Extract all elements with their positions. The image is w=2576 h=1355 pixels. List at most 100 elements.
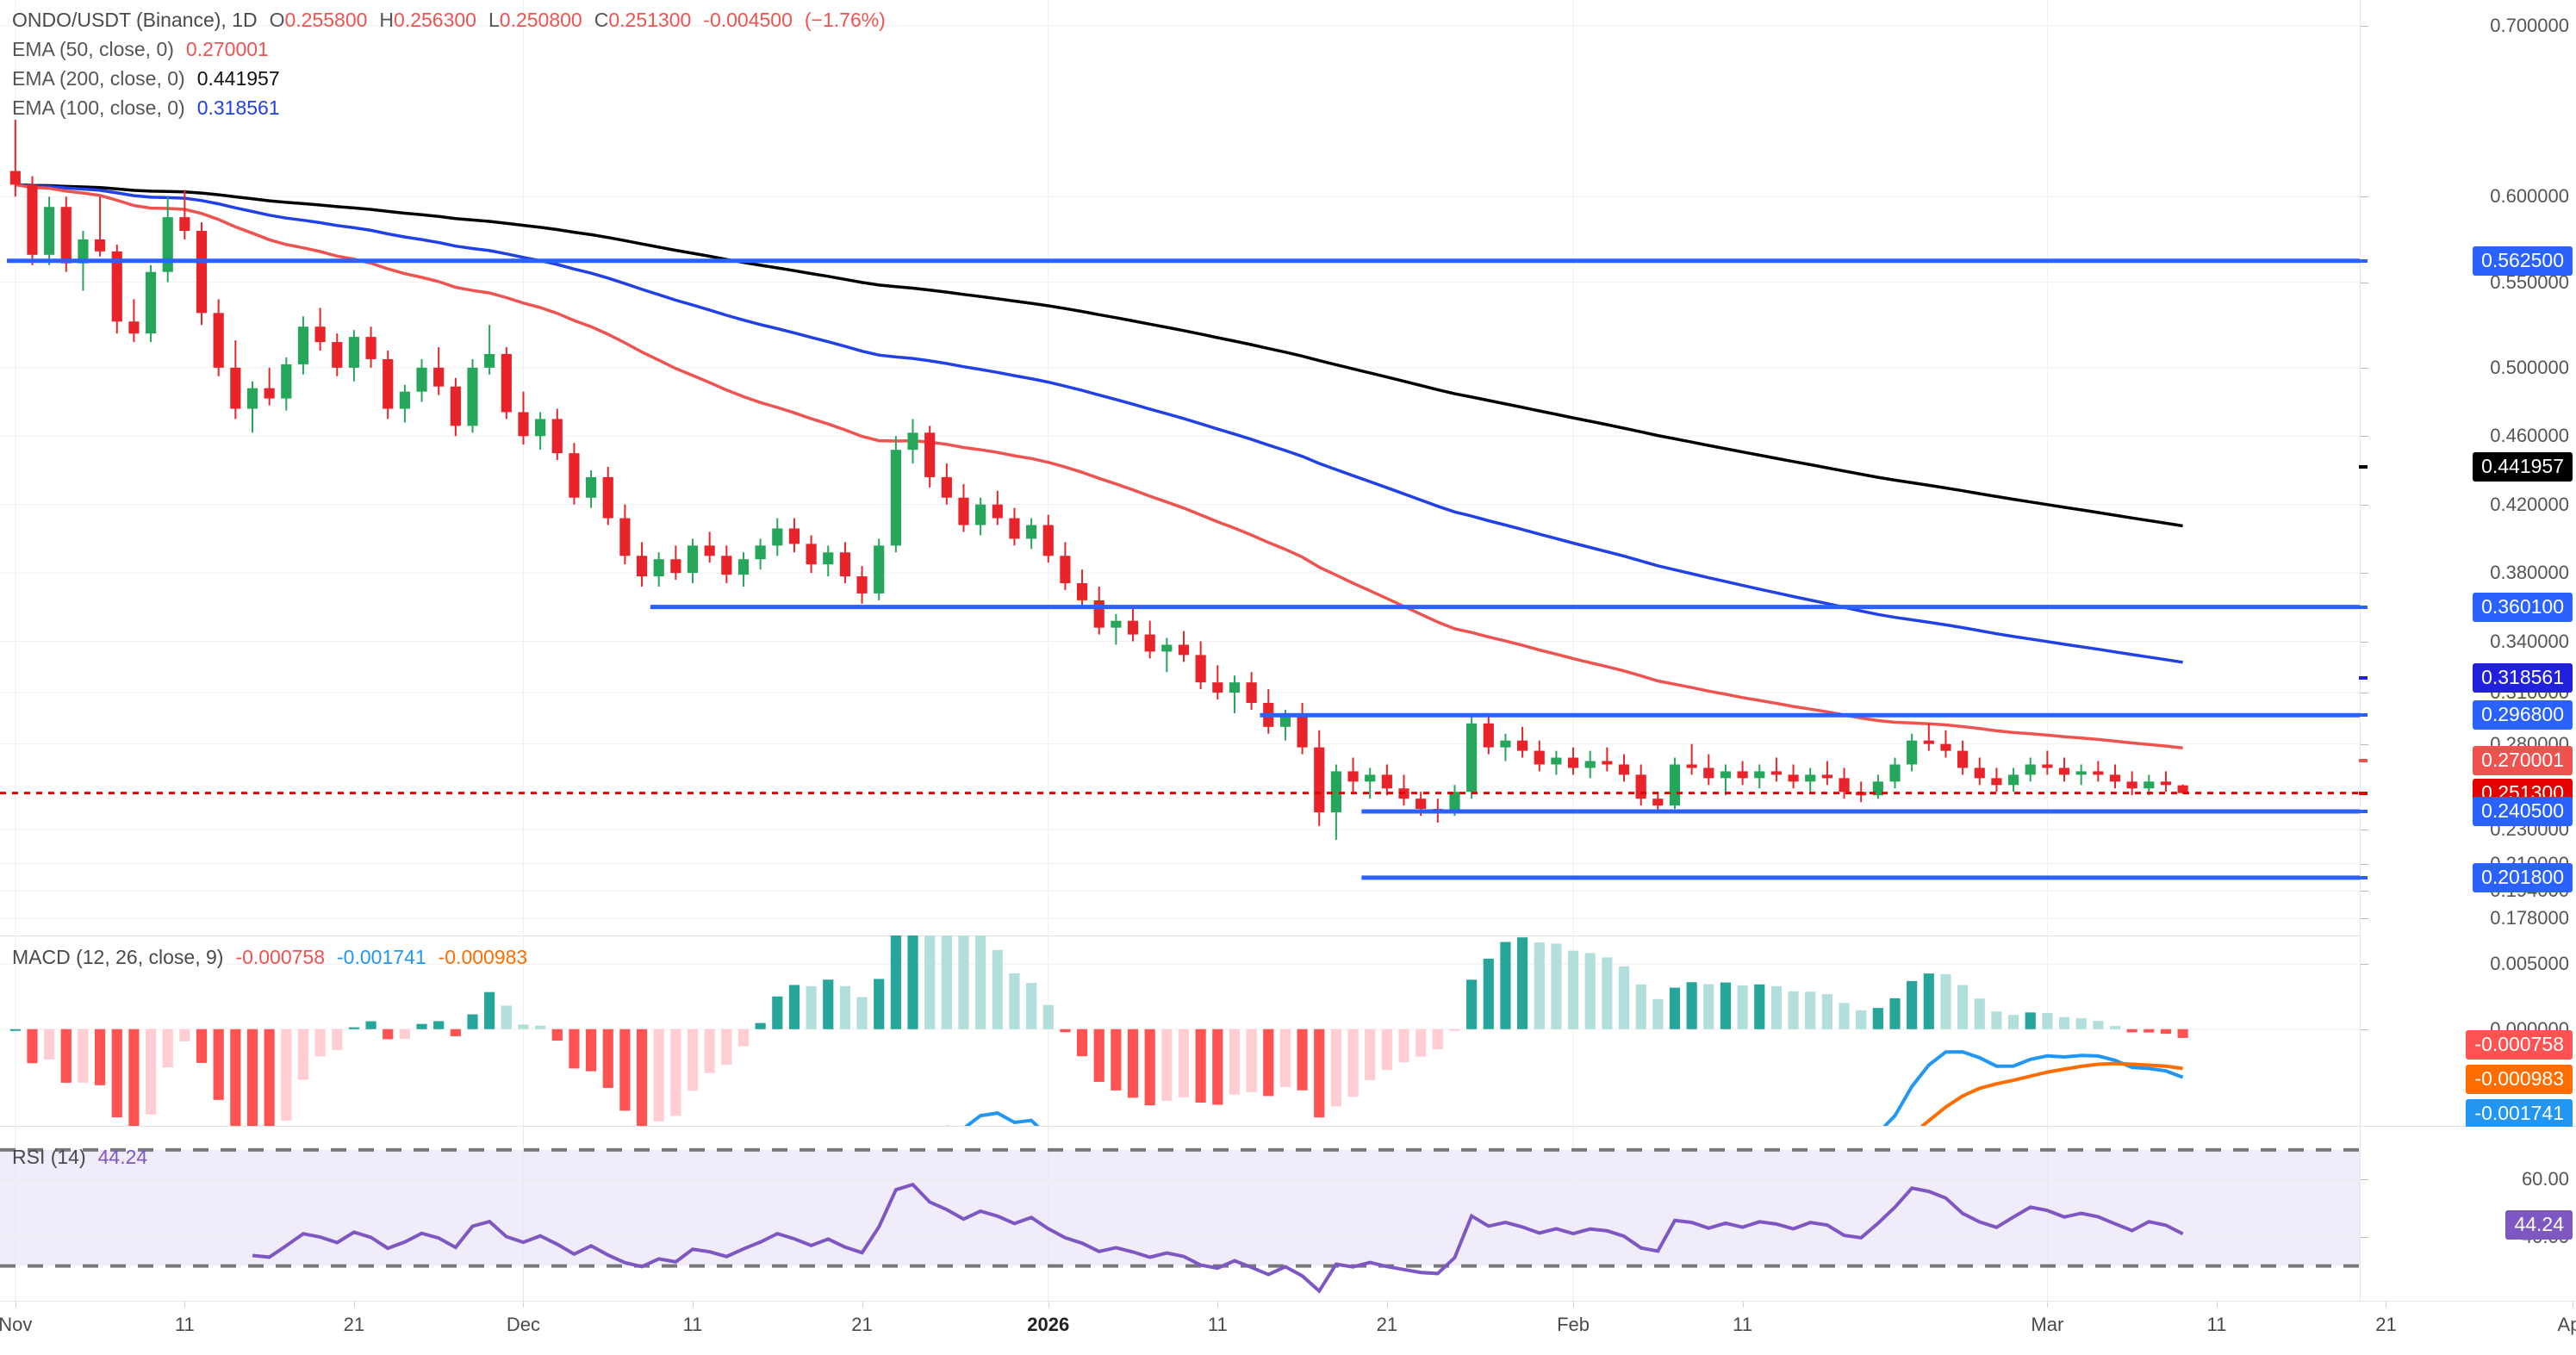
macd-histogram-bar — [619, 1029, 631, 1111]
macd-histogram-bar — [213, 1029, 224, 1100]
ema100-legend-row[interactable]: EMA (100, close, 0) 0.318561 — [12, 93, 886, 122]
macd-histogram-bar — [1551, 943, 1562, 1029]
price-pill-tail — [2359, 759, 2368, 763]
macd-histogram-bar — [1212, 1029, 1223, 1105]
price-axis[interactable]: 0.700000 0.600000 0.550000 0.500000 0.460000… — [2359, 0, 2576, 935]
macd-histogram-bar — [78, 1029, 89, 1083]
macd-histogram-bar — [450, 1029, 461, 1036]
macd-histogram-bar — [1432, 1029, 1443, 1050]
macd-pane[interactable]: 0.005000 0.000000 -0.000758 -0.000983 -0.001… — [0, 935, 2576, 1127]
rsi-plot-area[interactable] — [0, 1127, 2361, 1301]
price-plot-area[interactable] — [0, 0, 2361, 935]
price-pill-hline[interactable]: 0.360100 — [2473, 592, 2573, 622]
macd-histogram-bar — [383, 1029, 394, 1040]
macd-histogram-bar — [2144, 1029, 2155, 1033]
macd-histogram-bar — [433, 1021, 445, 1029]
macd-histogram-bar — [2109, 1026, 2121, 1029]
time-tick-mark — [1386, 1302, 1388, 1308]
macd-pill[interactable]: -0.000758 — [2466, 1029, 2573, 1060]
macd-histogram-bar — [1111, 1029, 1122, 1091]
rsi-tick-mark — [2361, 1178, 2368, 1180]
price-pill-ema50[interactable]: 0.270001 — [2473, 746, 2573, 776]
time-axis[interactable]: Nov1121Dec112120261121Feb11Mar1121Apr11 — [0, 1301, 2576, 1355]
macd-histogram-bar — [281, 1029, 292, 1121]
price-tick-mark — [2361, 891, 2368, 892]
macd-histogram-bar — [788, 985, 800, 1029]
time-tick-label: 21 — [2375, 1314, 2397, 1335]
macd-histogram-bar — [1178, 1029, 1190, 1097]
rsi-pill[interactable]: 44.24 — [2505, 1209, 2573, 1240]
macd-histogram-bar — [1923, 973, 1934, 1029]
macd-histogram-bar — [1009, 973, 1020, 1029]
macd-histogram-bar — [1872, 1008, 1883, 1029]
macd-series — [0, 935, 2361, 1127]
pane-divider-rsi — [0, 1126, 2576, 1127]
macd-histogram-bar — [806, 985, 817, 1029]
macd-pill[interactable]: -0.000983 — [2466, 1064, 2573, 1094]
open-label: O — [269, 9, 285, 31]
price-pill-ema200[interactable]: 0.441957 — [2473, 452, 2573, 482]
macd-histogram-bar — [128, 1029, 140, 1127]
macd-histogram-bar — [1889, 998, 1901, 1029]
macd-line — [944, 1050, 2184, 1127]
time-tick-label: 21 — [851, 1314, 873, 1335]
price-tick-label: 0.600000 — [2490, 185, 2569, 208]
time-tick-mark — [862, 1302, 863, 1308]
macd-tick-label: 0.005000 — [2490, 953, 2569, 975]
macd-histogram-bar — [95, 1029, 106, 1085]
macd-histogram-bar — [569, 1029, 580, 1069]
candlestick-series — [0, 0, 2361, 935]
ema50-legend-row[interactable]: EMA (50, close, 0) 0.270001 — [12, 34, 886, 64]
macd-legend[interactable]: MACD (12, 26, close, 9) -0.000758 -0.00174… — [12, 946, 527, 969]
rsi-tick-label: 60.00 — [2521, 1167, 2569, 1190]
macd-histogram-bar — [1330, 1029, 1341, 1107]
macd-histogram-bar — [1500, 942, 1511, 1029]
macd-histogram-bar — [1195, 1029, 1206, 1103]
price-pane[interactable]: 0.700000 0.600000 0.550000 0.500000 0.460000… — [0, 0, 2576, 935]
macd-histogram-bar — [1991, 1011, 2002, 1029]
macd-histogram-bar — [1144, 1029, 1155, 1106]
macd-histogram-bar — [1517, 937, 1528, 1029]
macd-histogram-bar — [1161, 1029, 1173, 1102]
price-pill-hline[interactable]: 0.201800 — [2473, 862, 2573, 892]
rsi-legend[interactable]: RSI (14) 44.24 — [12, 1146, 147, 1169]
price-pill-hline[interactable]: 0.296800 — [2473, 700, 2573, 730]
macd-histogram-bar — [1770, 985, 1783, 1029]
price-tick-label: 0.700000 — [2490, 14, 2569, 36]
macd-histogram-bar — [772, 996, 783, 1029]
macd-histogram-bar — [1229, 1029, 1241, 1095]
ema200-legend-row[interactable]: EMA (200, close, 0) 0.441957 — [12, 64, 886, 93]
macd-histogram-bar — [1839, 1003, 1850, 1029]
macd-histogram-bar — [1314, 1029, 1325, 1118]
time-tick-mark — [693, 1302, 694, 1308]
macd-histogram-bar — [1805, 991, 1816, 1029]
symbol-header-row[interactable]: ONDO/USDT (Binance), 1D O0.255800 H0.25630… — [12, 5, 886, 34]
macd-histogram-bar — [2025, 1012, 2036, 1029]
macd-histogram-bar — [1026, 983, 1037, 1029]
time-tick-label: Nov — [0, 1314, 33, 1335]
macd-axis[interactable]: 0.005000 0.000000 -0.000758 -0.000983 -0.001… — [2360, 935, 2576, 1127]
price-pill-ema100[interactable]: 0.318561 — [2473, 663, 2573, 693]
macd-histogram-bar — [484, 991, 495, 1029]
price-pill-hline[interactable]: 0.562500 — [2473, 246, 2573, 276]
macd-histogram-bar — [518, 1024, 529, 1029]
symbol-title[interactable]: ONDO/USDT (Binance), 1D — [12, 9, 258, 31]
macd-histogram-bar — [1652, 998, 1664, 1029]
macd-plot-area[interactable] — [0, 935, 2361, 1127]
price-tick-label: 0.340000 — [2490, 630, 2569, 652]
macd-pill[interactable]: -0.001741 — [2466, 1098, 2573, 1127]
macd-histogram-bar — [1127, 1029, 1139, 1098]
macd-histogram-bar — [1246, 1029, 1257, 1092]
price-tick-mark — [2361, 196, 2368, 198]
rsi-tick-mark — [2361, 1236, 2368, 1238]
price-pill-hline[interactable]: 0.240500 — [2473, 797, 2573, 827]
macd-histogram-bar — [941, 935, 952, 1029]
price-pill-tail — [2359, 791, 2368, 795]
macd-histogram-bar — [1737, 985, 1748, 1029]
time-tick-label: 11 — [682, 1314, 703, 1335]
macd-histogram-bar — [1060, 1029, 1071, 1033]
macd-hist-value: -0.000758 — [235, 946, 326, 968]
